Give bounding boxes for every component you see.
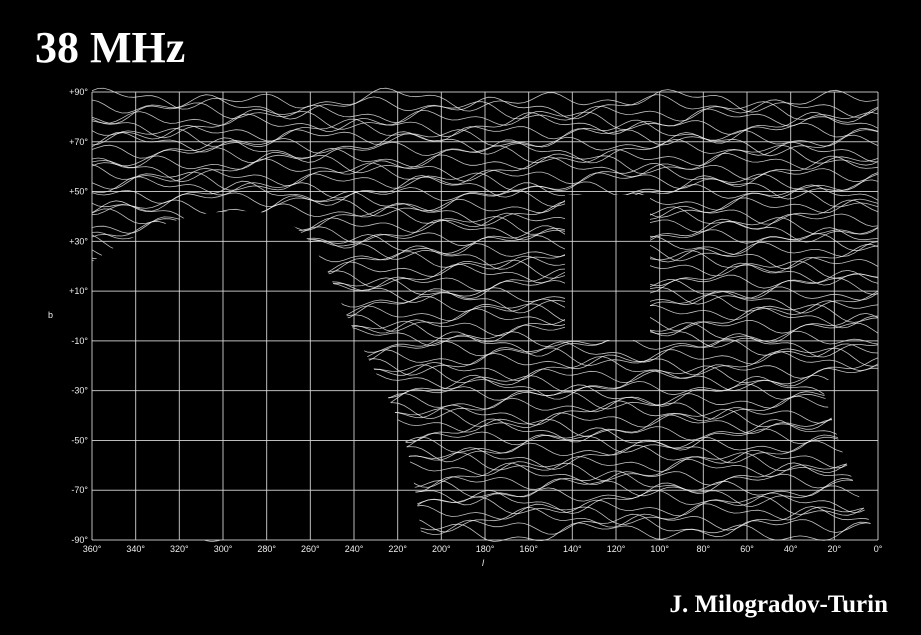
y-tick-label: +70° (69, 137, 88, 147)
y-tick-label: -10° (71, 336, 88, 346)
x-tick-label: 240° (345, 544, 364, 554)
credit: J. Milogradov-Turin (669, 591, 888, 618)
x-tick-label: 40° (784, 544, 798, 554)
y-tick-label: +50° (69, 187, 88, 197)
x-tick-label: 180° (476, 544, 495, 554)
x-tick-label: 200° (432, 544, 451, 554)
x-tick-label: 280° (257, 544, 276, 554)
x-tick-label: 220° (388, 544, 407, 554)
y-tick-label: +30° (69, 236, 88, 246)
x-tick-label: 120° (607, 544, 626, 554)
x-tick-label: 0° (874, 544, 883, 554)
x-tick-label: 160° (519, 544, 538, 554)
y-tick-label: +10° (69, 286, 88, 296)
y-tick-label: -50° (71, 435, 88, 445)
mask-region (565, 195, 650, 340)
x-tick-label: 140° (563, 544, 582, 554)
y-tick-label: -30° (71, 386, 88, 396)
y-axis-label: b (48, 310, 53, 320)
x-axis-label: l (482, 558, 485, 568)
y-tick-label: -70° (71, 485, 88, 495)
y-tick-label: -90° (71, 535, 88, 545)
x-tick-label: 20° (828, 544, 842, 554)
y-tick-label: +90° (69, 87, 88, 97)
x-tick-label: 260° (301, 544, 320, 554)
x-tick-label: 100° (650, 544, 669, 554)
x-tick-label: 360° (83, 544, 102, 554)
x-tick-label: 340° (126, 544, 145, 554)
axis-labels: 360° 340° 320° 300° 280° 260° 240° 220° 200° 180°… (69, 87, 883, 554)
mask-region (92, 210, 422, 540)
x-tick-label: 80° (697, 544, 711, 554)
x-tick-label: 300° (214, 544, 233, 554)
grid (91, 91, 879, 541)
x-tick-label: 60° (740, 544, 754, 554)
x-tick-label: 320° (170, 544, 189, 554)
title: 38 MHz (35, 23, 185, 72)
